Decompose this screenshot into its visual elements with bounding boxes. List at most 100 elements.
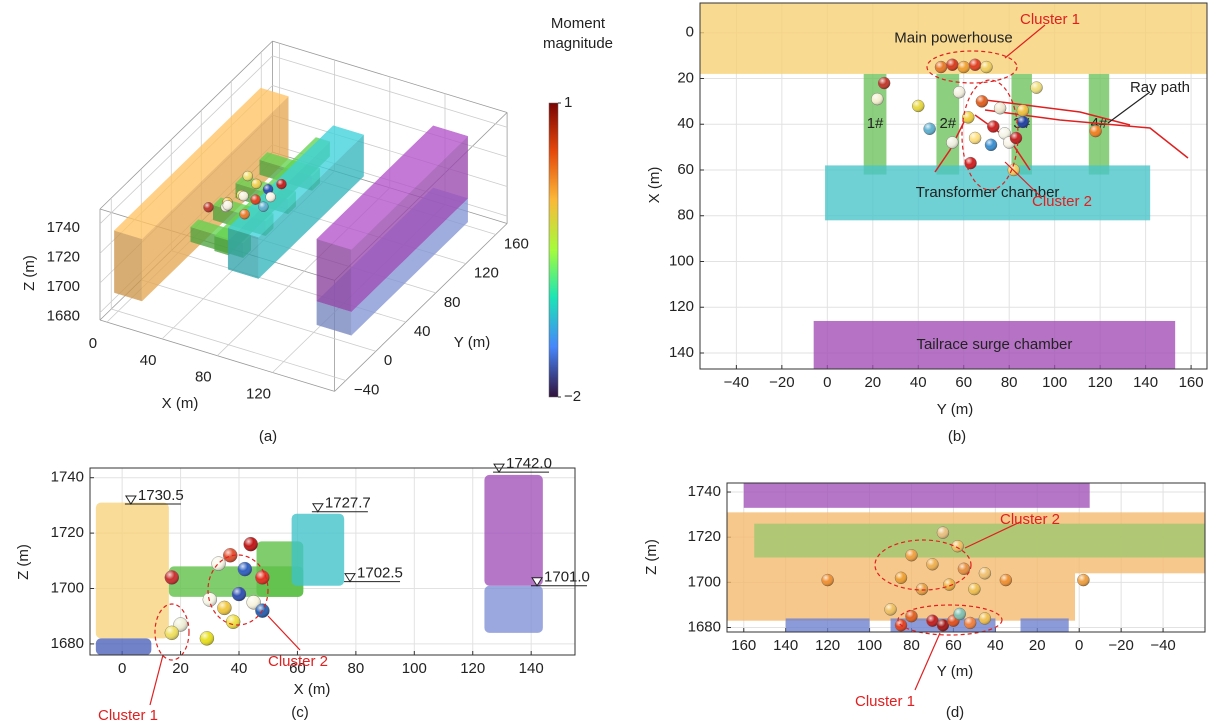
event-shine [1089, 125, 1102, 138]
pointer [149, 654, 164, 706]
event-shine [936, 526, 949, 539]
level-marker [125, 495, 137, 505]
structure [484, 585, 543, 633]
event-shine [263, 184, 274, 195]
y-tick-label: 1720 [51, 524, 84, 541]
y-tick-label: 40 [677, 115, 694, 132]
event-shine [1010, 131, 1023, 144]
event-shine [964, 616, 977, 629]
level-label: 1742.0 [506, 455, 552, 472]
x-tick-label: 140 [519, 660, 544, 677]
event-shine [968, 583, 981, 596]
event-shine [250, 194, 261, 205]
x-tick-label: 120 [815, 637, 840, 654]
y-axis-label: Y (m) [454, 334, 490, 351]
event-shine [951, 540, 964, 553]
y-tick-label: 60 [677, 161, 694, 178]
x-tick-label: 100 [857, 637, 882, 654]
structure [1088, 73, 1110, 175]
event-shine [905, 549, 918, 562]
x-tick-label: 20 [1029, 637, 1046, 654]
pointer [964, 521, 1021, 549]
event-shine [985, 138, 998, 151]
solid-face [316, 238, 352, 312]
z-tick-label: 1720 [47, 248, 80, 265]
structure-label: Tailrace surge chamber [916, 336, 1072, 353]
event-shine [164, 625, 179, 640]
x-tick-label: 140 [773, 637, 798, 654]
event-shine [251, 178, 262, 189]
level-label: 1701.0 [544, 569, 590, 586]
x-tick-label: 0 [89, 335, 97, 352]
level-marker [311, 503, 324, 513]
event-shine [265, 192, 276, 203]
cluster-outline [874, 539, 972, 591]
x-tick-label: 80 [348, 660, 365, 677]
cluster-outline [961, 79, 1019, 191]
solid [316, 125, 469, 313]
level-label: 1730.5 [138, 487, 184, 504]
event-shine [978, 567, 991, 580]
event-shine [242, 171, 253, 182]
event-shine [946, 136, 959, 149]
x-tick-label: 0 [118, 660, 126, 677]
caption: (c) [291, 704, 309, 721]
level-marker [531, 577, 543, 587]
event-shine [164, 570, 179, 585]
pointer [1004, 161, 1041, 197]
z-tick-label: 1700 [47, 278, 80, 295]
event-shine [978, 612, 991, 625]
box-edge [99, 40, 273, 210]
y-tick-label: 1680 [688, 618, 721, 635]
y-tick-label: 1740 [51, 469, 84, 486]
event-shine [1030, 81, 1043, 94]
event-shine [969, 58, 982, 71]
x-tick-label: 0 [1075, 637, 1083, 654]
structure-label: Main powerhouse [894, 29, 1012, 46]
colorbar [548, 102, 559, 398]
event-shine [943, 578, 956, 591]
grid-line [272, 114, 508, 187]
y-tick-label: 1680 [51, 635, 84, 652]
event-shine [975, 95, 988, 108]
structure [743, 483, 1090, 508]
cluster-outline [926, 50, 1018, 84]
x-tick-label: 80 [195, 369, 212, 386]
level-label: 1727.7 [325, 495, 371, 512]
event-shine [912, 99, 925, 112]
annotation: Cluster 2 [1000, 511, 1060, 528]
level-marker [344, 573, 356, 583]
event-shine [255, 570, 270, 585]
event-shine [980, 61, 993, 74]
grid-line [141, 279, 376, 352]
event-shine [871, 93, 884, 106]
y-tick-label: 120 [669, 298, 694, 315]
x-tick-label: 60 [289, 660, 306, 677]
structure [825, 165, 1151, 221]
x-tick-label: 0 [823, 374, 831, 391]
caption: (a) [259, 428, 277, 445]
y-axis-label: Z (m) [643, 539, 660, 575]
structure [1020, 618, 1069, 632]
annotation: Ray path [1130, 79, 1190, 96]
x-tick-label: −40 [724, 374, 749, 391]
solid-face [316, 125, 469, 250]
pointer [1107, 91, 1151, 124]
solid-face [113, 87, 289, 240]
y-tick-label: 80 [677, 207, 694, 224]
event-shine [237, 562, 252, 577]
structure-label: Transformer chamber [916, 184, 1060, 201]
x-tick-label: 40 [910, 374, 927, 391]
event-shine [934, 61, 947, 74]
caption: (b) [948, 428, 966, 445]
structure [95, 502, 169, 639]
structure [785, 618, 870, 632]
y-tick-label: 160 [504, 235, 529, 252]
event-shine [987, 120, 1000, 133]
x-tick-label: 20 [864, 374, 881, 391]
event-shine [936, 619, 949, 632]
event-shine [203, 202, 214, 213]
x-tick-label: 40 [140, 352, 157, 369]
event-shine [223, 548, 238, 563]
